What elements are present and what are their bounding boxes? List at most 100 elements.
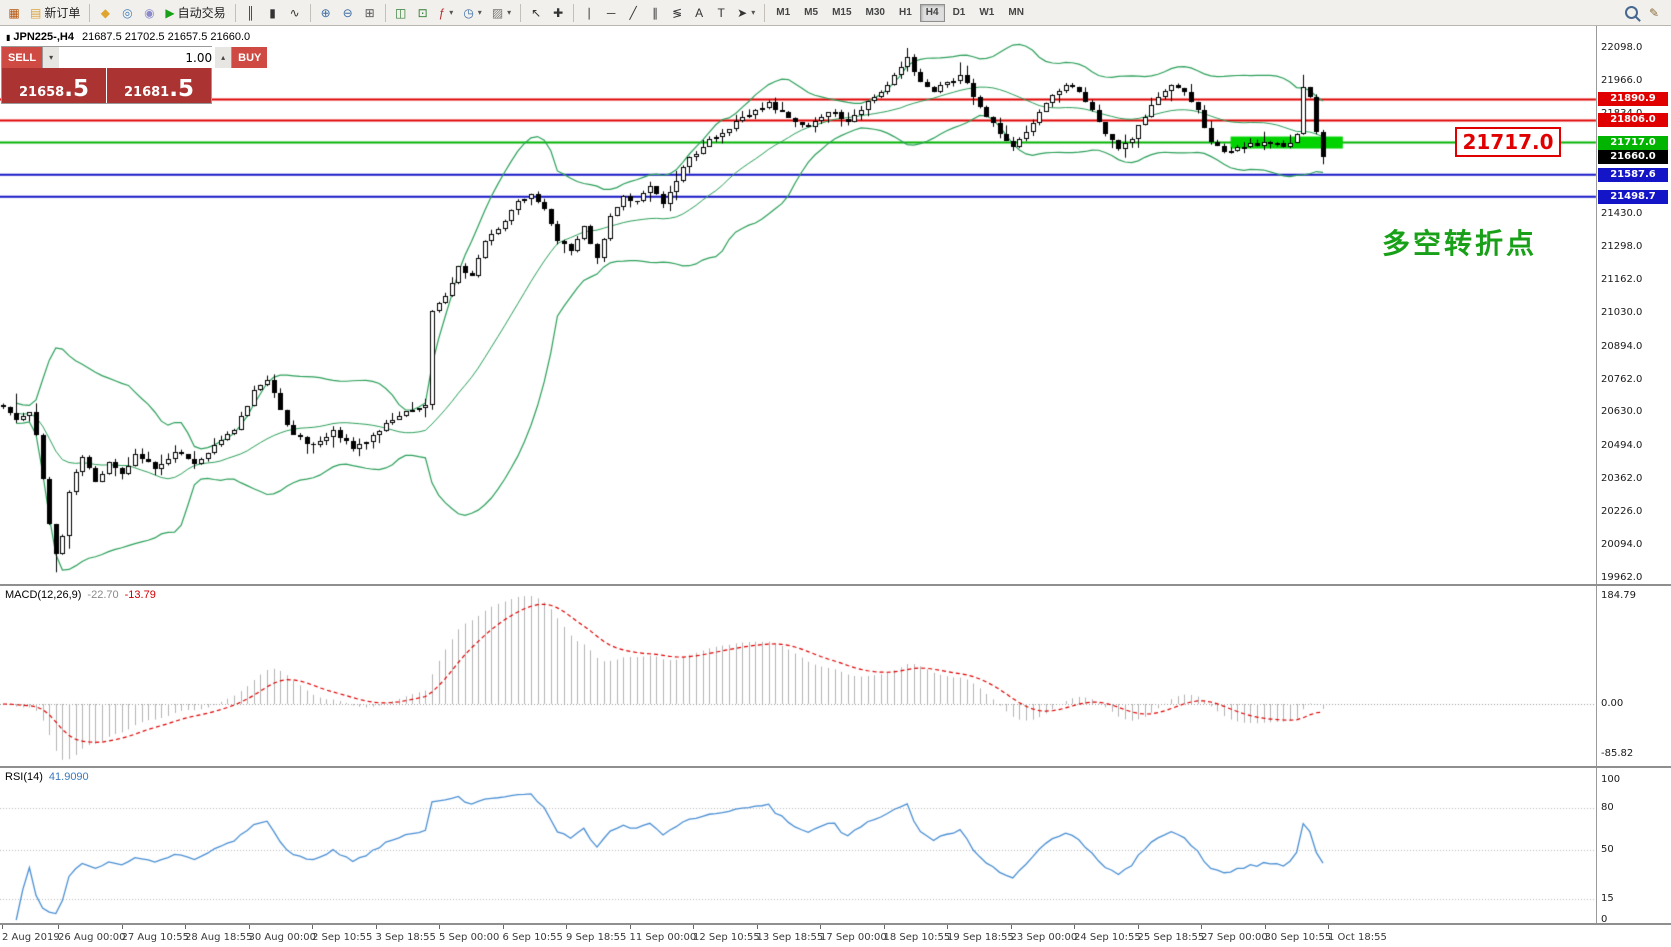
time-axis-label: 30 Aug 00:00 xyxy=(248,932,316,943)
fibonacci-button[interactable]: ≶ xyxy=(667,3,687,23)
price-callout-label[interactable]: 21717.0 xyxy=(1455,127,1561,157)
panel-splitter[interactable] xyxy=(0,766,1671,768)
time-axis-tick xyxy=(1010,925,1012,929)
rsi-value: 41.9090 xyxy=(48,771,89,783)
templates-button[interactable]: ▨ ▾ xyxy=(488,3,515,23)
cascade-windows-button[interactable]: ⊡ xyxy=(413,3,433,23)
buy-price-main: 21681 xyxy=(124,85,170,100)
shapes-button[interactable]: ➤ ▾ xyxy=(733,3,759,23)
time-axis-label: 27 Sep 00:00 xyxy=(1201,932,1268,943)
volume-increase-button[interactable]: ▴ xyxy=(215,47,232,68)
zoom-out-icon: ⊖ xyxy=(342,5,353,20)
candles-mode-icon: ▮ xyxy=(269,5,276,20)
cursor-icon: ↖ xyxy=(531,5,542,20)
candles-mode-button[interactable]: ▮ xyxy=(263,3,283,23)
sell-price[interactable]: 21658.5 xyxy=(2,68,106,103)
sell-price-main: 21658 xyxy=(19,85,65,100)
rsi-axis-label: 50 xyxy=(1601,844,1614,855)
autotrading-icon: ▶ xyxy=(165,5,175,20)
turning-point-annotation[interactable]: 多空转折点 xyxy=(1382,228,1538,259)
market-watch-button[interactable]: ◆ xyxy=(95,3,115,23)
current-price-badge: 21660.0 xyxy=(1598,149,1668,164)
price-axis-tick: 20362.0 xyxy=(1601,472,1643,484)
tf-m30-button[interactable]: M30 xyxy=(860,4,891,22)
periods-menu-button[interactable]: ◷ ▾ xyxy=(459,3,486,23)
zoom-out-button[interactable]: ⊖ xyxy=(338,3,358,23)
time-axis-tick xyxy=(502,925,504,929)
volume-input[interactable] xyxy=(59,47,216,68)
crosshair-button[interactable]: ✚ xyxy=(548,3,568,23)
toolbar-separator xyxy=(234,3,236,22)
arrange-windows-button[interactable]: ◫ xyxy=(391,3,411,23)
sell-button[interactable]: SELL xyxy=(2,47,43,68)
rsi-panel-canvas[interactable] xyxy=(0,768,1671,923)
toolbar-separator xyxy=(309,3,311,22)
price-axis-tick: 21030.0 xyxy=(1601,307,1643,318)
time-axis-label: 12 Sep 10:55 xyxy=(693,932,760,943)
new-order-button[interactable]: ▤ 新订单 xyxy=(26,3,84,23)
navigator-button[interactable]: ◉ xyxy=(139,3,159,23)
time-axis-label: 17 Sep 00:00 xyxy=(820,932,887,943)
symbol-period-label: JPN225-,H4 xyxy=(13,31,74,43)
zoom-in-button[interactable]: ⊕ xyxy=(316,3,336,23)
price-axis-tick: 21298.0 xyxy=(1601,240,1643,252)
tf-m1-button[interactable]: M1 xyxy=(770,4,796,22)
periods-menu-icon: ◷ xyxy=(463,5,474,20)
label-tool-button[interactable]: T xyxy=(711,3,731,23)
main-chart-canvas[interactable] xyxy=(0,26,1671,584)
time-axis-tick xyxy=(2,925,3,929)
line-mode-button[interactable]: ∿ xyxy=(285,3,305,23)
quick-edit-button[interactable]: ✎ xyxy=(1644,3,1664,23)
price-axis-tick: 20226.0 xyxy=(1601,506,1643,518)
indicators-icon: ƒ xyxy=(438,5,446,20)
panel-splitter[interactable] xyxy=(0,584,1671,586)
tf-h1-button[interactable]: H1 xyxy=(893,4,918,22)
vertical-line-button[interactable]: ∣ xyxy=(579,3,599,23)
tf-mn-button[interactable]: MN xyxy=(1002,4,1030,22)
indicators-button[interactable]: ƒ ▾ xyxy=(435,3,458,23)
trendline-button[interactable]: ╱ xyxy=(623,3,643,23)
price-axis-tick: 21966.0 xyxy=(1601,74,1643,86)
tf-m15-button[interactable]: M15 xyxy=(826,4,857,22)
magnifier-icon xyxy=(1625,6,1638,19)
toolbar-separator xyxy=(764,3,766,22)
tile-windows-button[interactable]: ⊞ xyxy=(360,3,380,23)
text-tool-button[interactable]: A xyxy=(689,3,709,23)
time-axis-tick xyxy=(693,925,694,929)
horizontal-line-button[interactable]: ─ xyxy=(601,3,621,23)
toolbar-right-group: ✎ xyxy=(1620,3,1665,23)
buy-price[interactable]: 21681.5 xyxy=(107,68,211,103)
time-axis-tick xyxy=(1074,925,1075,929)
new-chart-button[interactable]: ▦ xyxy=(4,3,24,23)
rsi-axis-label: 15 xyxy=(1601,893,1614,904)
data-window-button[interactable]: ◎ xyxy=(117,3,137,23)
channel-icon: ∥ xyxy=(652,5,659,20)
channel-button[interactable]: ∥ xyxy=(645,3,665,23)
one-click-price-row: 21658.5 21681.5 xyxy=(2,68,211,103)
cursor-button[interactable]: ↖ xyxy=(526,3,546,23)
search-icon-button[interactable] xyxy=(1621,3,1642,23)
bars-mode-button[interactable]: ║ xyxy=(241,3,261,23)
ohlc-values: 21687.5 21702.5 21657.5 21660.0 xyxy=(81,31,251,43)
bars-mode-icon: ║ xyxy=(246,5,255,20)
macd-panel-canvas[interactable] xyxy=(0,586,1671,766)
tf-d1-button[interactable]: D1 xyxy=(947,4,972,22)
time-axis-tick xyxy=(947,925,948,929)
trendline-icon: ╱ xyxy=(629,5,637,20)
price-axis-tick: 19962.0 xyxy=(1601,572,1643,583)
symbol-icon: ▮ xyxy=(6,33,11,42)
time-axis-label: 28 Aug 18:55 xyxy=(185,932,253,943)
tf-h4-button[interactable]: H4 xyxy=(919,3,945,22)
buy-button[interactable]: BUY xyxy=(232,47,268,68)
one-click-trading-panel: SELL ▾ ▴ BUY 21658.5 21681.5 xyxy=(1,46,268,104)
time-axis-label: 1 Oct 18:55 xyxy=(1328,932,1387,943)
panel-splitter[interactable] xyxy=(0,923,1671,925)
volume-decrease-button[interactable]: ▾ xyxy=(43,47,60,68)
price-axis-tick: 20894.0 xyxy=(1601,340,1643,352)
tf-m5-button[interactable]: M5 xyxy=(798,4,824,22)
time-axis-tick xyxy=(312,925,313,929)
tf-w1-button[interactable]: W1 xyxy=(973,4,1000,22)
autotrading-button[interactable]: ▶ 自动交易 xyxy=(161,3,229,23)
price-axis-tick: 20094.0 xyxy=(1601,539,1643,551)
price-axis-tick: 21834.0 xyxy=(1601,108,1667,120)
